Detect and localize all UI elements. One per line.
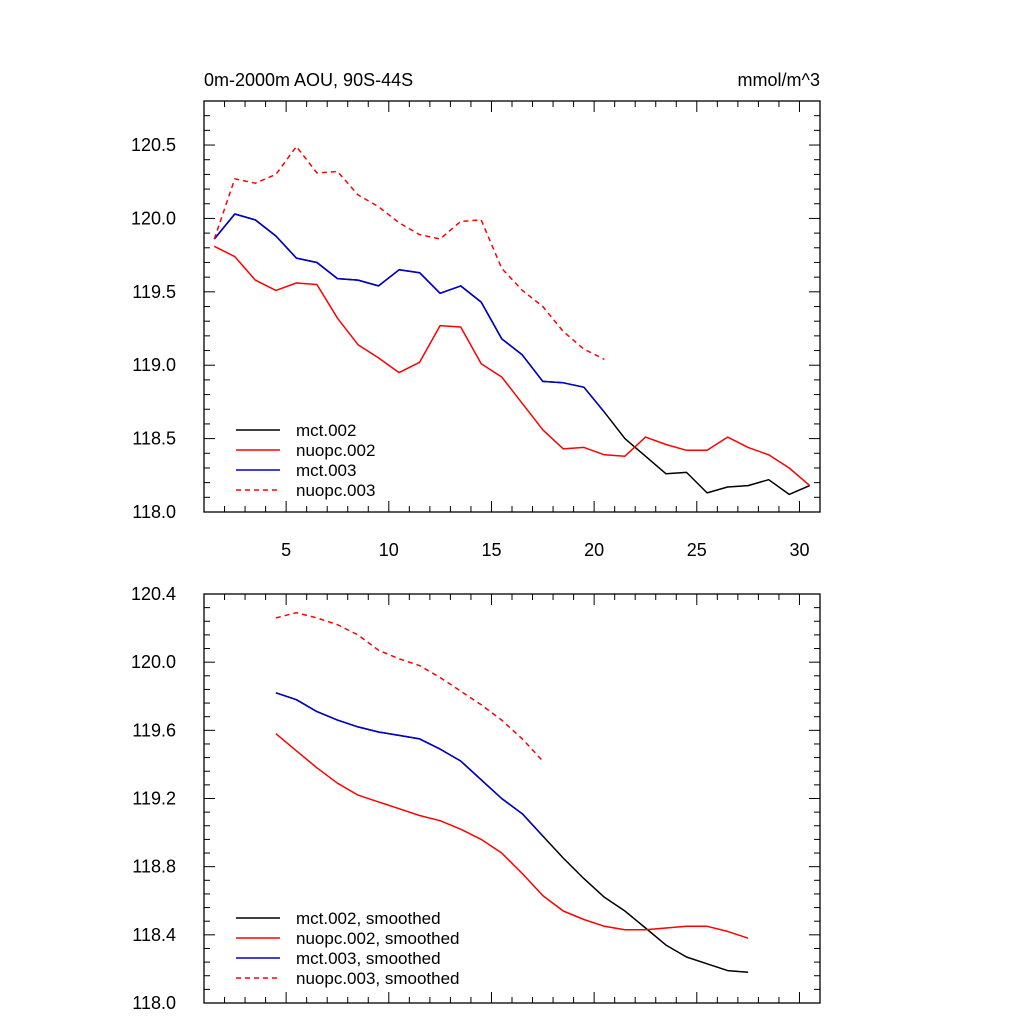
x-tick-label: 20 xyxy=(584,540,604,560)
x-tick-label: 25 xyxy=(687,540,707,560)
legend-label-2: nuopc.002 xyxy=(296,441,375,460)
x-tick-label: 15 xyxy=(481,540,501,560)
y-tick-label: 118.5 xyxy=(132,429,176,449)
series-line-2 xyxy=(275,733,749,939)
series-line-4 xyxy=(213,145,605,360)
bottom-panel: 118.0 118.4 118.8 119.2 119.6 120.0 120.4 mct.0… xyxy=(131,584,821,1013)
y-tick-label: 120.5 xyxy=(131,135,176,155)
y-tick-label: 119.6 xyxy=(132,720,176,740)
y-tick-label: 119.2 xyxy=(132,789,176,809)
series-line-3 xyxy=(213,213,605,413)
x-tick-label: 10 xyxy=(379,540,399,560)
y-tick-label: 119.0 xyxy=(132,355,176,375)
top-panel: 0m-2000m AOU, 90S-44S mmol/m^3 5 10 15 20 25… xyxy=(131,70,821,560)
y-tick-label: 118.0 xyxy=(132,502,176,522)
y-tick-label: 120.4 xyxy=(131,584,176,604)
x-tick-label: 5 xyxy=(281,540,291,560)
y-tick-label: 119.5 xyxy=(132,282,176,302)
legend-label-4: nuopc.003 xyxy=(296,481,375,500)
series-line-2 xyxy=(213,245,811,487)
y-tick-label: 118.0 xyxy=(132,993,176,1013)
y-tick-label: 120.0 xyxy=(131,208,176,228)
series-line-3 xyxy=(275,692,544,837)
series-line-4 xyxy=(275,611,544,762)
legend-label-3: mct.003, smoothed xyxy=(296,949,441,968)
legend-label-4: nuopc.003, smoothed xyxy=(296,969,460,988)
legend-label-3: mct.003 xyxy=(296,461,356,480)
x-tick-label: 30 xyxy=(789,540,809,560)
legend-label-1: mct.002, smoothed xyxy=(296,909,441,928)
y-tick-label: 118.4 xyxy=(132,925,176,945)
legend-label-1: mct.002 xyxy=(296,421,356,440)
top-panel-title: 0m-2000m AOU, 90S-44S xyxy=(204,70,413,90)
y-tick-label: 118.8 xyxy=(132,857,176,877)
legend-label-2: nuopc.002, smoothed xyxy=(296,929,460,948)
top-panel-units: mmol/m^3 xyxy=(738,70,820,90)
y-tick-label: 120.0 xyxy=(131,652,176,672)
